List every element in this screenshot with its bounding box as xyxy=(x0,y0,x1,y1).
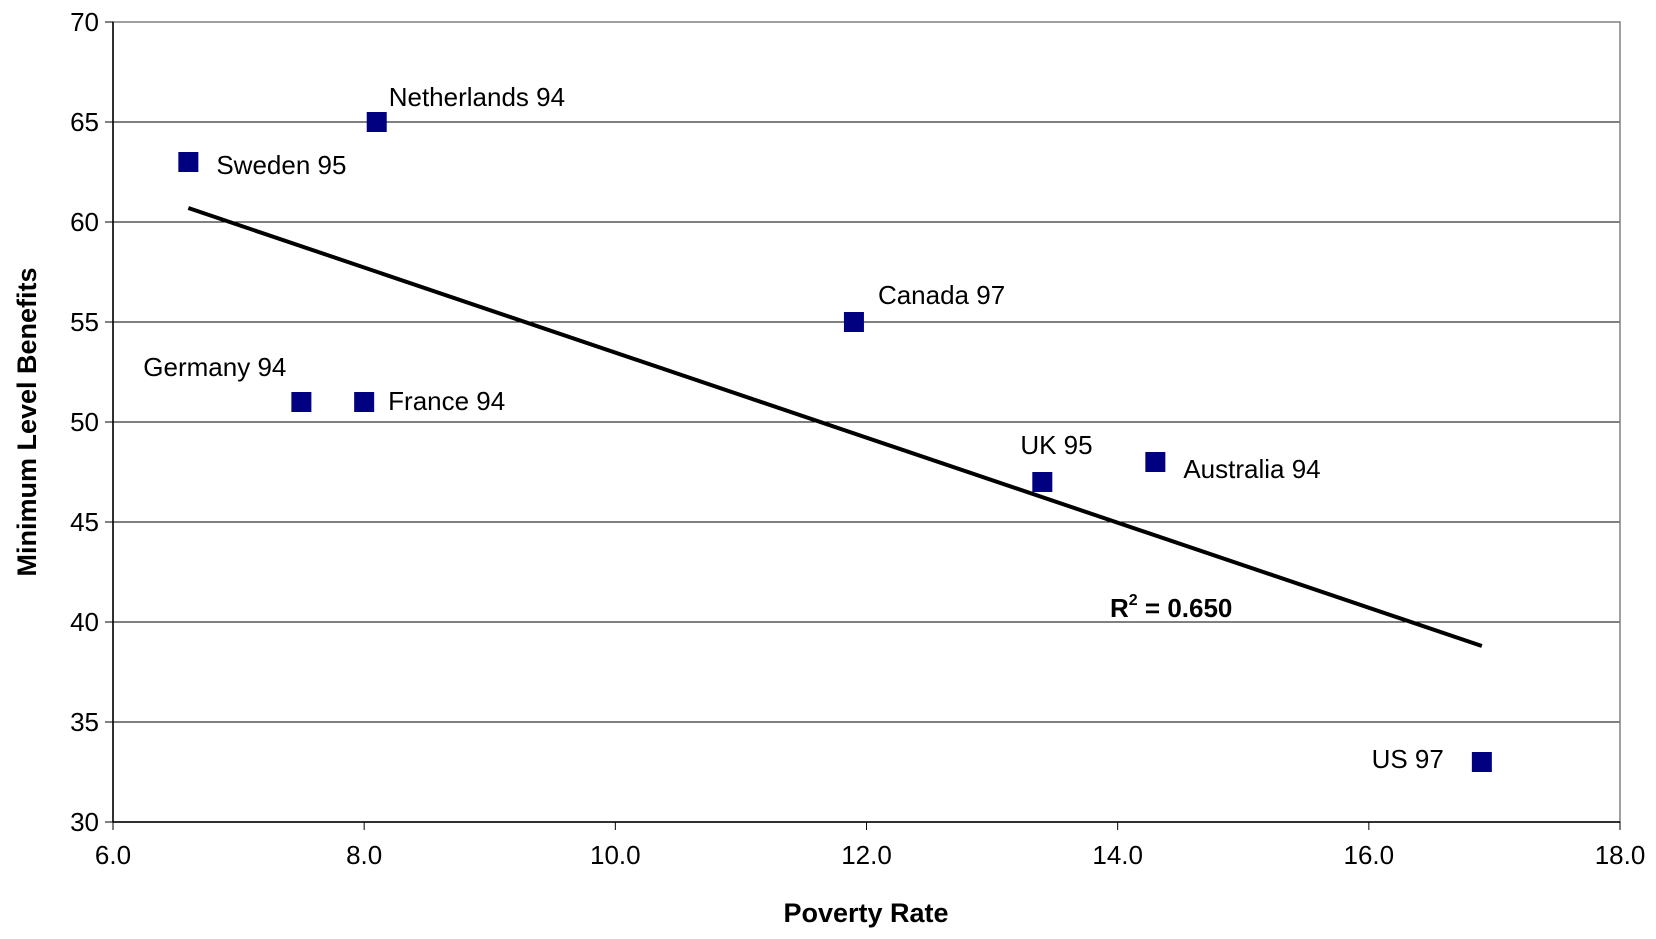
data-label: Australia 94 xyxy=(1183,454,1320,484)
x-axis-title: Poverty Rate xyxy=(783,898,948,928)
axes: 30 35 40 45 50 55 60 65 70 6.0 8.0 10.0 12.0 14.0 16.0… xyxy=(70,7,1645,870)
data-points xyxy=(178,112,1492,772)
x-tick-label: 14.0 xyxy=(1092,840,1143,870)
data-point xyxy=(178,152,199,172)
trendline xyxy=(187,206,1483,648)
data-point xyxy=(354,392,375,412)
data-point xyxy=(366,112,387,132)
data-point xyxy=(291,392,312,412)
grid-lines xyxy=(113,121,1620,723)
y-axis-title: Minimum Level Benefits xyxy=(12,267,42,576)
data-point xyxy=(1145,452,1166,472)
y-tick-label: 50 xyxy=(70,407,99,437)
data-label: UK 95 xyxy=(1020,430,1092,460)
y-tick-label: 55 xyxy=(70,307,99,337)
data-point xyxy=(843,312,864,332)
trendline-group xyxy=(187,206,1483,648)
x-tick-label: 16.0 xyxy=(1344,840,1395,870)
x-tick-label: 8.0 xyxy=(346,840,382,870)
r-squared-value: = 0.650 xyxy=(1138,593,1233,623)
y-tick-label: 40 xyxy=(70,607,99,637)
data-label: Germany 94 xyxy=(143,352,286,382)
data-label: US 97 xyxy=(1372,744,1444,774)
data-point xyxy=(1032,472,1053,492)
y-tick-label: 70 xyxy=(70,7,99,37)
data-labels: Sweden 95 Netherlands 94 Germany 94 France … xyxy=(143,82,1444,774)
data-point xyxy=(1471,752,1492,772)
data-label: Sweden 95 xyxy=(216,150,346,180)
x-tick-label: 18.0 xyxy=(1595,840,1646,870)
data-label: Netherlands 94 xyxy=(389,82,565,112)
x-tick-label: 12.0 xyxy=(841,840,892,870)
y-tick-label: 35 xyxy=(70,707,99,737)
y-tick-label: 60 xyxy=(70,207,99,237)
r-squared-r: R xyxy=(1110,593,1129,623)
y-tick-label: 65 xyxy=(70,107,99,137)
data-label: Canada 97 xyxy=(878,280,1005,310)
x-tick-label: 10.0 xyxy=(590,840,641,870)
y-tick-label: 45 xyxy=(70,507,99,537)
data-label: France 94 xyxy=(388,386,505,416)
r-squared-label: R2 = 0.650 xyxy=(1110,592,1232,623)
x-tick-label: 6.0 xyxy=(95,840,131,870)
r-squared-superscript: 2 xyxy=(1129,592,1138,609)
y-tick-label: 30 xyxy=(70,807,99,837)
